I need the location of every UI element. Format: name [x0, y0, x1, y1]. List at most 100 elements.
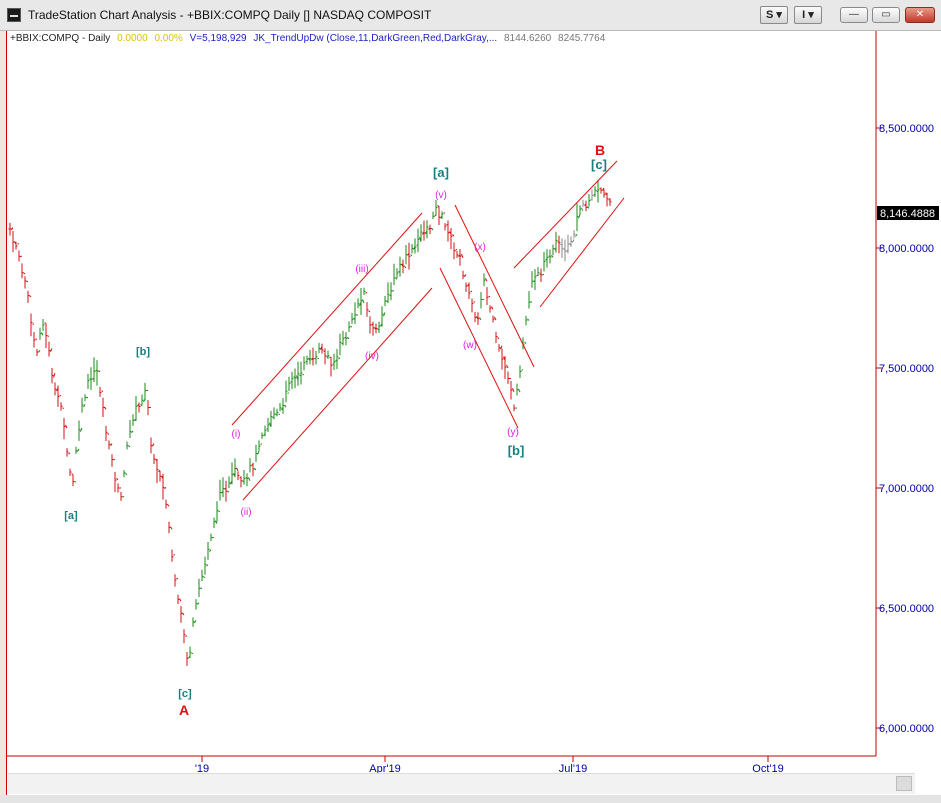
ohlc-bar — [518, 365, 522, 393]
ohlc-bar — [128, 420, 132, 448]
ohlc-bar — [83, 394, 87, 408]
x-tick-label: Jul'19 — [559, 763, 587, 775]
close-button[interactable]: ✕ — [905, 7, 935, 23]
wave-labels: [a] [b] [c] [a] [b] [c] (i) (ii) (iii) (iv) (v) (w)… — [64, 142, 607, 718]
ohlc-bar — [548, 249, 552, 264]
ohlc-bar — [14, 241, 18, 250]
horizontal-scrollbar[interactable] — [8, 773, 915, 794]
ohlc-bar — [80, 397, 84, 432]
ohlc-bar — [437, 204, 441, 225]
ohlc-bar — [533, 268, 537, 290]
ohlc-bar — [194, 599, 198, 624]
ohlc-bar — [230, 462, 234, 485]
ohlc-bar — [32, 323, 36, 348]
ohlc-bar — [269, 410, 273, 428]
y-axis-ticks: 8,500.0000 8,000.0000 7,500.0000 7,000.0000… — [876, 123, 934, 735]
volume-value: V=5,198,929 — [189, 33, 247, 44]
ohlc-bar — [395, 268, 399, 280]
y-tick-label: 6,500.0000 — [879, 603, 934, 615]
ohlc-bar — [35, 338, 39, 357]
ohlc-bar — [311, 347, 315, 366]
maximize-button[interactable]: ▭ — [872, 7, 900, 23]
minimize-button[interactable]: — — [840, 7, 868, 23]
ohlc-bar — [278, 402, 282, 416]
wave-label-magenta: (i) — [232, 429, 241, 440]
scroll-thumb[interactable] — [896, 776, 912, 791]
ohlc-bar — [140, 394, 144, 407]
ohlc-bar — [227, 476, 231, 493]
ohlc-bar — [212, 517, 216, 539]
ohlc-bar — [182, 612, 186, 644]
ohlc-bar — [602, 187, 606, 198]
ohlc-bar — [488, 295, 492, 313]
ohlc-bar — [161, 473, 165, 500]
ohlc-bar — [137, 402, 141, 413]
change-value: 0.0000 — [117, 33, 148, 44]
ohlc-bar — [308, 349, 312, 365]
wave-label-magenta: (w) — [463, 340, 477, 351]
ohlc-bar — [197, 578, 201, 605]
ohlc-bar — [503, 356, 507, 379]
channel-line — [454, 204, 535, 368]
ohlc-bar — [173, 554, 177, 587]
ohlc-bar — [500, 345, 504, 370]
ohlc-bar — [74, 446, 78, 483]
ohlc-bar — [275, 408, 279, 417]
ohlc-bar — [536, 266, 540, 277]
indicator-value-2: 8245.7764 — [558, 33, 606, 44]
ohlc-bar — [551, 244, 555, 258]
x-tick-label: Oct'19 — [752, 763, 783, 775]
indicator-link-button[interactable]: I ▾ — [794, 6, 822, 24]
ohlc-bar — [599, 187, 603, 194]
ohlc-bar — [380, 306, 384, 327]
ohlc-bar — [167, 504, 171, 534]
ohlc-bar — [152, 443, 156, 464]
ohlc-bar — [608, 198, 612, 206]
ohlc-bar — [170, 526, 174, 562]
ohlc-bar — [284, 380, 288, 408]
ohlc-bar — [44, 322, 48, 349]
ohlc-bar — [251, 462, 255, 477]
ohlc-bar — [203, 556, 207, 579]
ohlc-bar — [416, 228, 420, 253]
ohlc-bar — [332, 353, 336, 370]
ohlc-bar — [368, 310, 372, 334]
ohlc-bar — [191, 617, 195, 655]
ohlc-bar — [272, 407, 276, 420]
ohlc-bar — [524, 315, 528, 344]
ohlc-bar — [452, 234, 456, 260]
chart-area[interactable] — [6, 31, 941, 795]
wave-label-teal: [a] — [433, 165, 449, 180]
wave-label-teal: [b] — [136, 346, 150, 358]
ohlc-bar — [419, 224, 423, 242]
last-price-marker: 8,146.4888 — [877, 206, 939, 220]
ohlc-bar — [95, 360, 99, 386]
ohlc-bar — [386, 282, 390, 303]
ohlc-bar — [581, 199, 585, 212]
ohlc-bar — [158, 469, 162, 482]
symbol-label: +BBIX:COMPQ - Daily — [10, 33, 111, 44]
ohlc-bar — [101, 390, 105, 418]
ohlc-bar — [98, 370, 102, 397]
ohlc-bar — [68, 452, 72, 477]
ohlc-bar — [530, 271, 534, 303]
ohlc-bar — [257, 440, 261, 455]
wave-label-teal: [a] — [64, 510, 78, 522]
ohlc-bar — [407, 242, 411, 270]
ohlc-bar — [476, 312, 480, 325]
ohlc-bar — [542, 251, 546, 276]
wave-label-magenta: (v) — [435, 190, 447, 201]
ohlc-bar — [11, 227, 15, 253]
symbol-link-button[interactable]: S ▾ — [760, 6, 788, 24]
ohlc-bar — [293, 368, 297, 389]
ohlc-bar — [596, 179, 600, 203]
ohlc-bar — [185, 635, 189, 666]
ohlc-bar — [323, 348, 327, 365]
ohlc-bar — [470, 290, 474, 313]
ohlc-bar — [56, 385, 60, 407]
wave-label-teal: [c] — [591, 157, 607, 172]
ohlc-bar — [305, 355, 309, 365]
ohlc-bar — [113, 458, 117, 493]
ohlc-bar — [401, 259, 405, 274]
